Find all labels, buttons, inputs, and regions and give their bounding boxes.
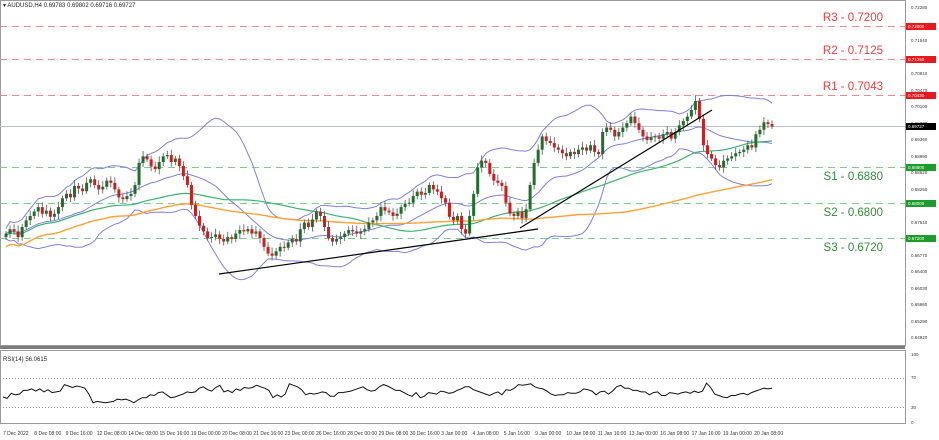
time-tick: 19 Dec 00:00: [190, 431, 221, 437]
moving-averages: [5, 140, 773, 248]
price-tick: 0.66030: [911, 285, 928, 291]
price-tick: 0.65660: [911, 302, 928, 307]
time-tick: 26 Dec 16:00: [316, 431, 346, 437]
rsi-line: [2, 382, 773, 404]
price-tick: 0.68250: [911, 186, 928, 192]
time-tick: 19 Jan 00:00: [722, 431, 752, 437]
level-label-r1: R1 - 0.7043: [822, 80, 883, 93]
time-tick: 16 Jan 08:00: [660, 431, 690, 437]
time-tick: 29 Dec 08:00: [378, 431, 409, 437]
trendline-lower[interactable]: [218, 228, 539, 275]
price-tick: 0.68620: [911, 170, 928, 175]
rsi-tick: 100: [911, 352, 919, 357]
ma-orange-line: [5, 179, 773, 248]
price-tick: 0.70470: [911, 87, 928, 93]
rsi-tick: 30: [911, 405, 917, 410]
candlesticks: [4, 95, 774, 261]
level-label-r2: R2 - 0.7125: [822, 44, 883, 57]
level-label-s3: S3 - 0.6720: [823, 241, 883, 254]
time-tick: 17 Jan 16:00: [691, 431, 721, 437]
price-tag: 0.68800: [906, 164, 936, 171]
trendline-upper[interactable]: [519, 109, 713, 229]
symbol-header: ▾ AUDUSD,H4 0.69783 0.69802 0.69716 0.69…: [3, 3, 136, 9]
price-tick: 0.67510: [911, 219, 928, 225]
time-tick: 4 Jan 08:00: [472, 431, 499, 437]
price-tick: 0.65290: [911, 318, 928, 324]
price-tag: 0.67200: [906, 235, 936, 242]
price-tick: 0.69360: [911, 137, 928, 142]
time-tick: 20 Jan 08:00: [754, 431, 784, 437]
level-label-r3: R3 - 0.7200: [822, 11, 883, 24]
price-tag: 0.68000: [906, 200, 936, 207]
time-tick: 20 Dec 08:00: [222, 431, 252, 437]
bollinger-lower: [5, 148, 773, 281]
time-tick: 5 Jan 16:00: [503, 431, 530, 437]
time-tick: 10 Jan 08:00: [566, 431, 596, 437]
trendlines[interactable]: [218, 109, 713, 275]
time-tick: 30 Dec 16:00: [409, 431, 440, 437]
price-tick: 0.66770: [911, 252, 928, 258]
time-tick: 9 Jan 00:00: [535, 431, 562, 437]
price-tick: 0.72280: [911, 5, 928, 10]
time-tick: 15 Dec 16:00: [159, 431, 190, 437]
rsi-header: RSI(14) 56.0615: [3, 357, 48, 363]
price-tick: 0.71540: [911, 38, 928, 43]
time-tick: 14 Dec 08:00: [128, 431, 158, 437]
level-label-s1: S1 - 0.6880: [823, 170, 883, 183]
time-tick: 13 Jan 00:00: [629, 431, 658, 437]
current-price-tag: 0.69727: [906, 123, 936, 130]
bollinger-upper: [5, 94, 773, 229]
time-tick: 8 Dec 08:00: [34, 431, 62, 437]
price-tag: 0.70430: [906, 92, 936, 99]
price-tag: 0.72000: [906, 23, 936, 30]
price-tick: 0.70810: [911, 71, 928, 76]
time-tick: 21 Dec 16:00: [253, 431, 284, 437]
level-label-s2: S2 - 0.6800: [823, 206, 883, 219]
time-tick: 9 Dec 16:00: [65, 431, 93, 437]
price-tick: 0.64920: [911, 335, 928, 340]
rsi-tick: 70: [911, 375, 917, 380]
price-tick: 0.70100: [911, 104, 928, 109]
price-tick: 0.66400: [911, 269, 928, 274]
time-tick: 3 Jan 00:00: [441, 431, 468, 437]
main-pane: [0, 0, 906, 346]
time-tick: 12 Dec 08:00: [96, 431, 127, 437]
time-tick: 11 Jan 16:00: [597, 431, 627, 437]
price-tick: 0.68990: [911, 153, 928, 159]
price-tag: 0.71250: [906, 56, 936, 63]
ma-green-line: [5, 140, 773, 236]
time-tick: 23 Dec 00:00: [284, 431, 315, 437]
rsi-pane: [0, 350, 906, 424]
rsi-tick: 0: [911, 420, 914, 425]
time-tick: 7 Dec 2022: [3, 431, 29, 437]
time-tick: 28 Dec 00:00: [347, 431, 378, 437]
